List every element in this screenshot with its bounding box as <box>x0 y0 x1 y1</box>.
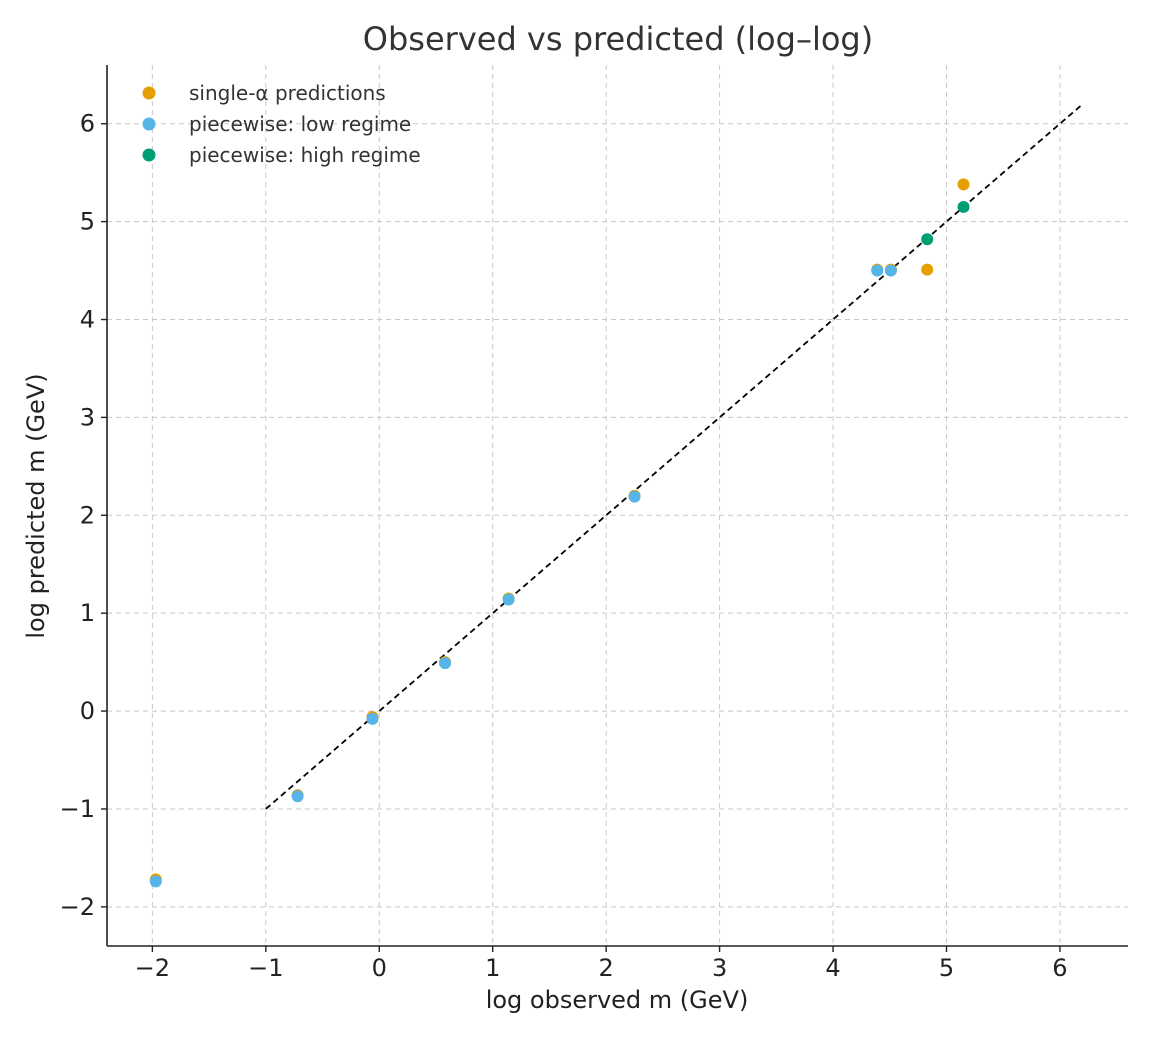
x-tick-label-3: 1 <box>485 954 500 982</box>
legend-label-2: piecewise: high regime <box>189 143 421 167</box>
point-series-1-3 <box>439 657 452 670</box>
x-tick-label-2: 0 <box>372 954 387 982</box>
x-tick-label-8: 6 <box>1052 954 1067 982</box>
chart-title: Observed vs predicted (log–log) <box>363 20 873 58</box>
point-series-1-5 <box>628 490 641 503</box>
x-tick-label-6: 4 <box>825 954 840 982</box>
point-series-1-7 <box>884 264 897 277</box>
legend-marker-2 <box>142 148 156 162</box>
point-series-2-1 <box>957 200 970 213</box>
y-tick-label-6: 4 <box>80 306 95 334</box>
y-tick-label-1: −1 <box>60 795 95 823</box>
y-tick-label-0: −2 <box>60 893 95 921</box>
x-axis-label: log observed m (GeV) <box>486 986 749 1014</box>
y-tick-label-2: 0 <box>80 697 95 725</box>
grid-lines <box>107 65 1128 946</box>
data-points <box>149 178 970 888</box>
legend-label-0: single-α predictions <box>189 81 386 105</box>
x-tick-label-4: 2 <box>599 954 614 982</box>
legend-marker-1 <box>142 117 156 131</box>
y-tick-label-5: 3 <box>80 403 95 431</box>
x-tick-label-5: 3 <box>712 954 727 982</box>
point-series-1-4 <box>502 593 515 606</box>
legend-marker-0 <box>142 86 156 100</box>
point-series-1-6 <box>871 264 884 277</box>
point-series-1-2 <box>366 712 379 725</box>
y-tick-label-7: 5 <box>80 208 95 236</box>
x-tick-label-0: −2 <box>135 954 170 982</box>
y-tick-label-4: 2 <box>80 501 95 529</box>
y-axis-label: log predicted m (GeV) <box>22 373 50 638</box>
point-series-2-0 <box>921 233 934 246</box>
y-tick-label-3: 1 <box>80 599 95 627</box>
x-tick-label-7: 5 <box>939 954 954 982</box>
point-series-1-0 <box>149 875 162 888</box>
point-series-0-9 <box>957 178 970 191</box>
legend-label-1: piecewise: low regime <box>189 112 411 136</box>
y-tick-label-8: 6 <box>80 110 95 138</box>
point-series-1-1 <box>291 790 304 803</box>
axes: −2 −1 0 1 2 3 4 5 6 −2 −1 0 1 2 3 4 5 6 <box>60 65 1128 982</box>
legend: single-α predictions piecewise: low regim… <box>142 81 421 167</box>
point-series-0-8 <box>921 263 934 276</box>
x-tick-label-1: −1 <box>248 954 283 982</box>
